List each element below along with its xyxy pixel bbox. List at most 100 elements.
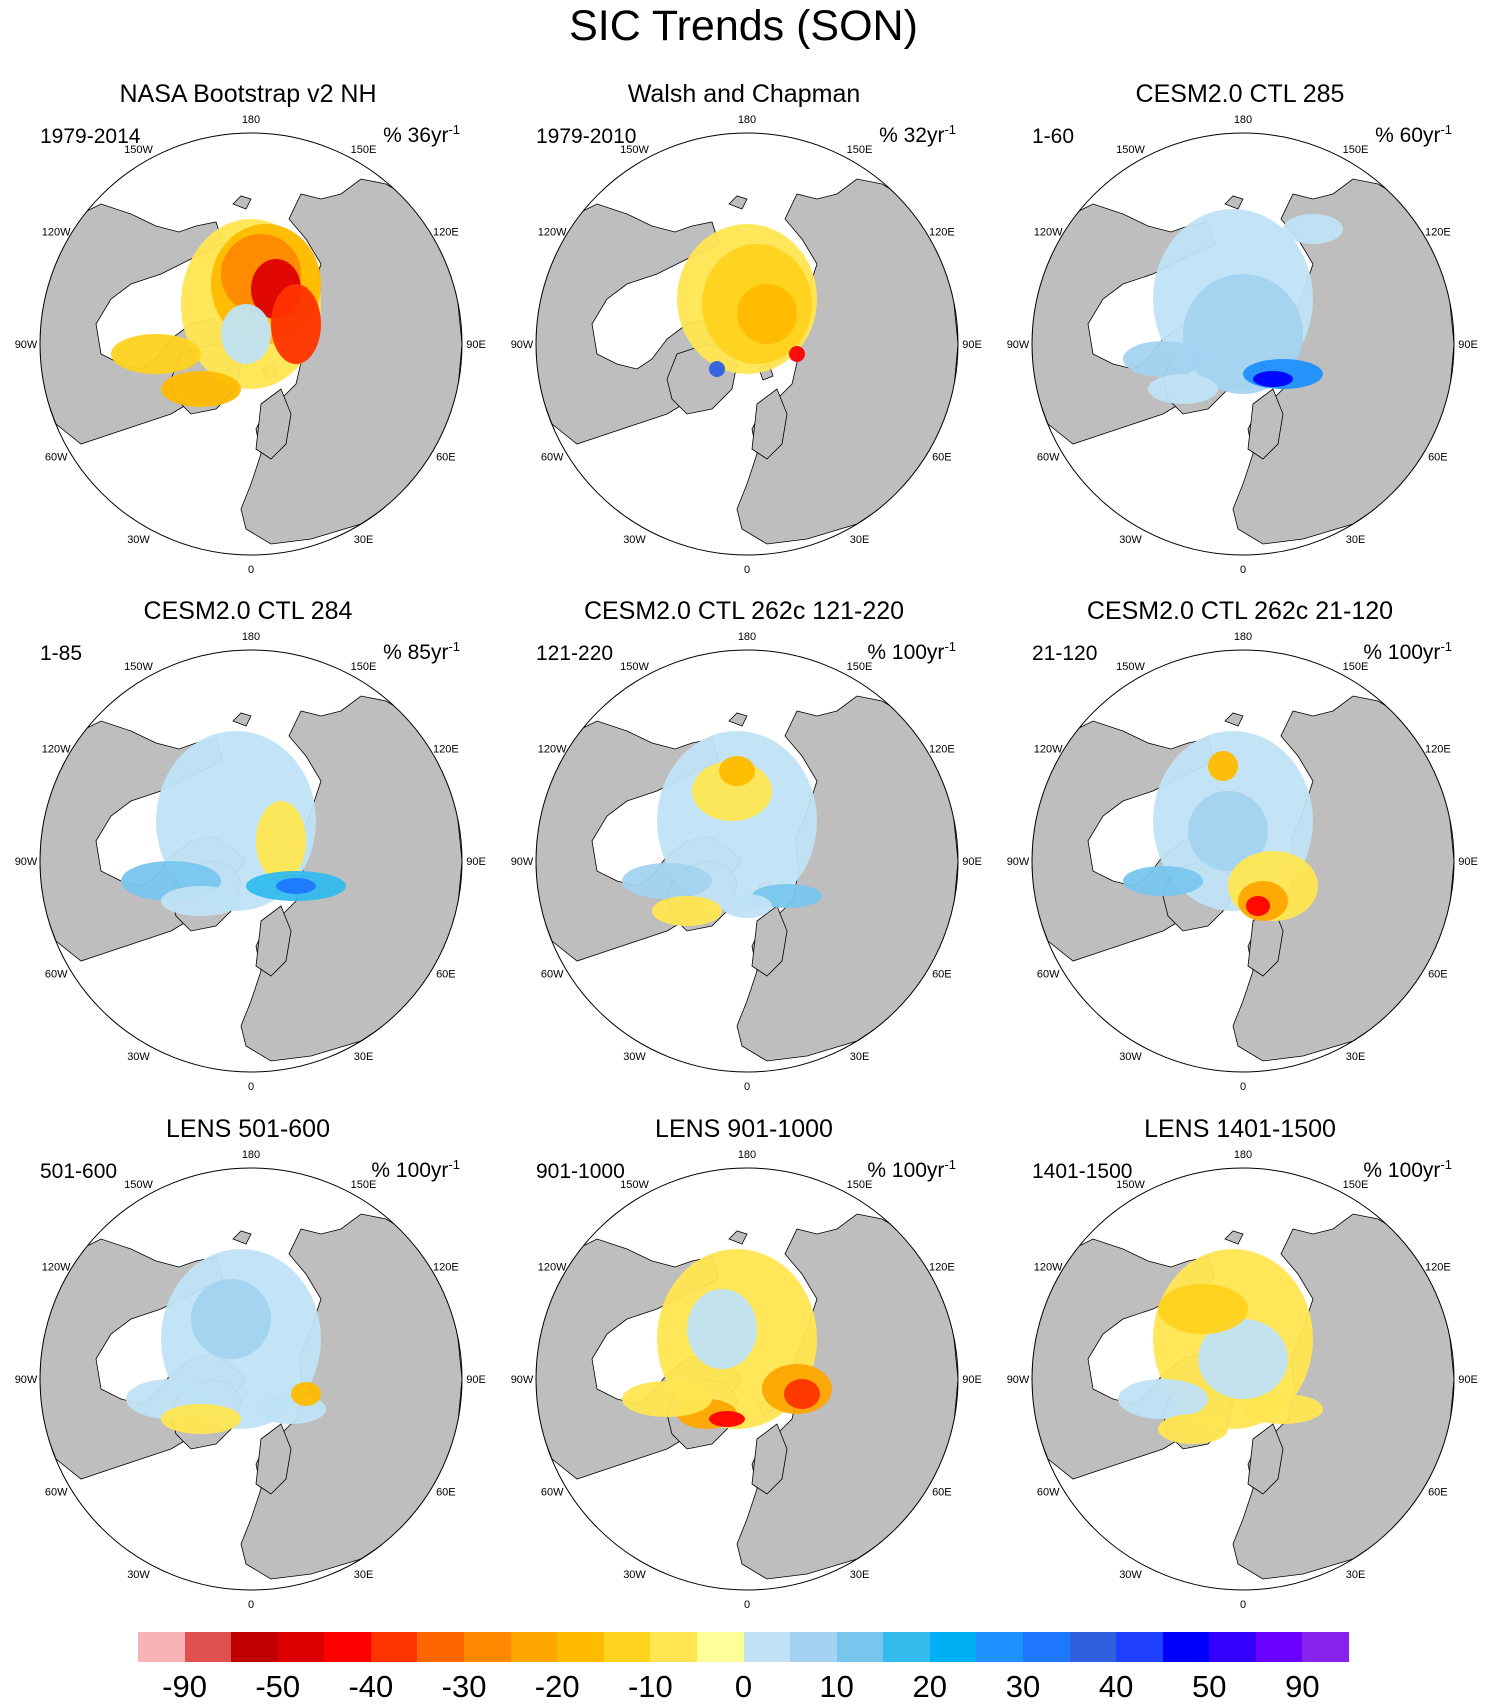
map-boundary [1031, 132, 1455, 556]
longitude-label: 120E [1425, 744, 1451, 756]
longitude-label: 30E [850, 1051, 870, 1063]
sic-trend-region [1188, 791, 1268, 871]
longitude-label: 60E [932, 452, 952, 464]
longitude-label: 150E [1343, 144, 1369, 156]
longitude-label: 150E [351, 1179, 377, 1191]
longitude-label: 30W [127, 534, 150, 546]
longitude-label: 90W [511, 339, 534, 351]
sic-trend-region [1148, 374, 1218, 404]
polar-map: 180 150E 120E 90E 60E 30E 0 30W 60W 90W 120W 150W [511, 631, 982, 1093]
land-area [255, 1423, 292, 1495]
longitude-label: 90W [1007, 1374, 1030, 1386]
panel-units: % 32yr-1 [879, 122, 956, 147]
land-area [751, 1423, 788, 1495]
colorbar-box [976, 1632, 1024, 1662]
colorbar-box [510, 1632, 558, 1662]
map-boundary [535, 1167, 959, 1591]
longitude-label: 150E [847, 661, 873, 673]
land-area [728, 1230, 748, 1245]
sic-trend-region [1158, 1414, 1228, 1444]
colorbar-box [464, 1632, 512, 1662]
colorbar-box [836, 1632, 884, 1662]
map-boundary [39, 1167, 463, 1591]
panel-units: % 100yr-1 [1363, 1157, 1452, 1182]
longitude-label: 90W [511, 856, 534, 868]
colorbar-box [138, 1632, 186, 1662]
colorbar-tick-label: 90 [1285, 1669, 1320, 1704]
panel-title: NASA Bootstrap v2 NH [119, 80, 377, 108]
longitude-label: 60W [45, 969, 68, 981]
longitude-label: 60W [45, 452, 68, 464]
longitude-label: 180 [1234, 114, 1252, 126]
longitude-label: 60E [1428, 1487, 1448, 1499]
longitude-label: 30W [1119, 1569, 1142, 1581]
colorbar-box [603, 1632, 651, 1662]
land-area [1224, 712, 1244, 727]
longitude-label: 0 [248, 564, 254, 576]
panel-units: % 36yr-1 [383, 122, 460, 147]
longitude-label: 60W [541, 969, 564, 981]
panel-period: 1979-2014 [40, 125, 141, 148]
map-panel: CESM2.0 CTL 285 1-60 % 60yr-1 180 150E 120E 90… [992, 0, 1487, 576]
longitude-label: 90E [962, 1374, 982, 1386]
map-boundary [39, 132, 463, 556]
land-area [232, 1230, 252, 1245]
longitude-label: 150W [1116, 661, 1145, 673]
longitude-label: 120W [538, 1262, 567, 1274]
longitude-label: 120E [929, 744, 955, 756]
land-area [728, 195, 748, 210]
map-boundary [535, 132, 959, 556]
longitude-label: 90W [511, 1374, 534, 1386]
colorbar-tick-label: 10 [819, 1669, 854, 1704]
longitude-label: 180 [738, 1149, 756, 1161]
colorbar-tick-label: 30 [1005, 1669, 1041, 1704]
panel-units: % 100yr-1 [867, 639, 956, 664]
sic-trend-region [709, 1411, 745, 1427]
map-panel: CESM2.0 CTL 262c 21-120 21-120% 100yr-1 18… [992, 517, 1487, 1093]
panel-period: 1-60 [1032, 125, 1075, 148]
longitude-label: 0 [248, 1599, 254, 1611]
longitude-label: 90W [15, 856, 38, 868]
polar-map: 180 150E 120E 90E 60E 30E 0 30W 60W 90W 120W 150W [15, 631, 486, 1093]
colorbar-tick-label: -50 [255, 1669, 301, 1704]
longitude-label: 150W [1116, 1179, 1145, 1191]
longitude-label: 90E [1458, 856, 1478, 868]
colorbar-box [1255, 1632, 1303, 1662]
map-panel: CESM2.0 CTL 284 1-85 % 85yr-1 180 150E 120E 90… [0, 517, 496, 1093]
longitude-label: 120W [42, 744, 71, 756]
longitude-label: 30W [127, 1569, 150, 1581]
longitude-label: 120W [1034, 1262, 1063, 1274]
longitude-label: 90W [1007, 856, 1030, 868]
panel-title: Walsh and Chapman [627, 80, 861, 108]
colorbar-box [743, 1632, 791, 1662]
longitude-label: 90E [466, 339, 486, 351]
longitude-label: 120E [929, 227, 955, 239]
longitude-label: 180 [242, 114, 260, 126]
panel-period: 1401-1500 [1032, 1160, 1133, 1183]
panel-units: % 100yr-1 [1363, 639, 1452, 664]
sic-trend-region [256, 801, 306, 881]
sic-trend-region [1208, 751, 1238, 781]
sic-trend-region [161, 886, 241, 916]
colorbar-box [650, 1632, 698, 1662]
colorbar-tick-label: -10 [627, 1669, 673, 1704]
polar-map: 180 150E 120E 90E 60E 30E 0 30W 60W 90W 120W 150W [511, 114, 982, 576]
panel-units: % 60yr-1 [1375, 122, 1452, 147]
land-area [1247, 1423, 1284, 1495]
sic-trend-region [652, 896, 722, 926]
panel-period: 1-85 [40, 642, 83, 665]
longitude-label: 30W [623, 1569, 646, 1581]
colorbar-box [1162, 1632, 1210, 1662]
longitude-label: 90E [1458, 1374, 1478, 1386]
longitude-label: 120W [538, 227, 567, 239]
panel-period: 501-600 [40, 1160, 118, 1183]
sic-trend-region [622, 863, 712, 899]
sic-trend-region [161, 1404, 241, 1434]
sic-trend-region [1198, 1319, 1288, 1399]
panel-title: CESM2.0 CTL 284 [143, 597, 353, 625]
longitude-label: 120E [433, 227, 459, 239]
sic-trend-region [789, 346, 805, 362]
longitude-label: 30E [1346, 534, 1366, 546]
longitude-label: 30E [354, 1051, 374, 1063]
land-area [1247, 388, 1284, 460]
